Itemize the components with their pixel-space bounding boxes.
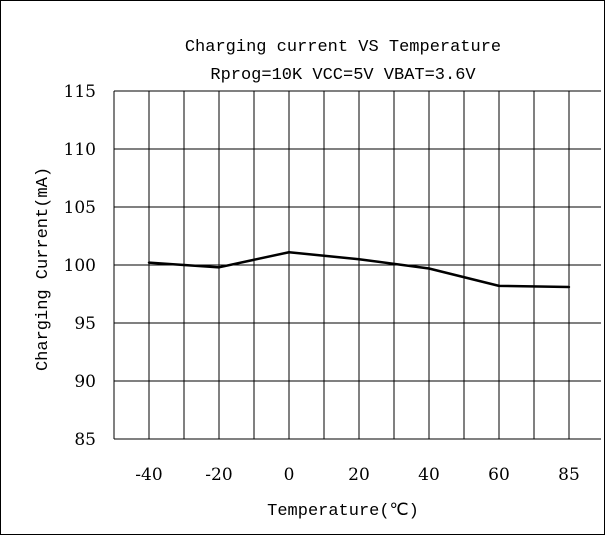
data-point (497, 284, 501, 288)
grid-layer (113, 90, 601, 440)
x-tick-label: -40 (135, 465, 162, 485)
data-point (217, 266, 221, 269)
series-layer (147, 250, 571, 289)
data-point (287, 251, 291, 254)
chart-subtitle: Rprog=10K VCC=5V VBAT=3.6V (210, 66, 476, 85)
y-tick-labels: 115 110 105 100 95 90 85 (64, 82, 96, 450)
y-axis-label: Charging Current(mA) (34, 167, 53, 371)
y-tick-label: 85 (74, 430, 96, 450)
data-point (427, 267, 431, 270)
y-tick-label: 110 (64, 140, 96, 160)
chart-title: Charging current VS Temperature (185, 38, 501, 57)
x-tick-labels: -40 -20 0 20 40 60 85 (135, 465, 580, 485)
data-point (147, 261, 151, 264)
x-tick-label: 20 (348, 465, 370, 485)
y-tick-label: 95 (74, 314, 96, 334)
x-tick-label: 85 (558, 465, 580, 485)
x-tick-label: 60 (488, 465, 510, 485)
y-tick-label: 105 (64, 198, 96, 218)
x-tick-label: -20 (205, 465, 232, 485)
y-tick-label: 115 (64, 82, 96, 102)
x-axis-label: Temperature(℃) (267, 502, 419, 521)
data-point (357, 258, 361, 261)
x-tick-label: 0 (284, 465, 295, 485)
x-tick-label: 40 (418, 465, 440, 485)
y-tick-label: 90 (74, 372, 96, 392)
y-tick-label: 100 (64, 256, 96, 276)
data-point (567, 285, 571, 289)
